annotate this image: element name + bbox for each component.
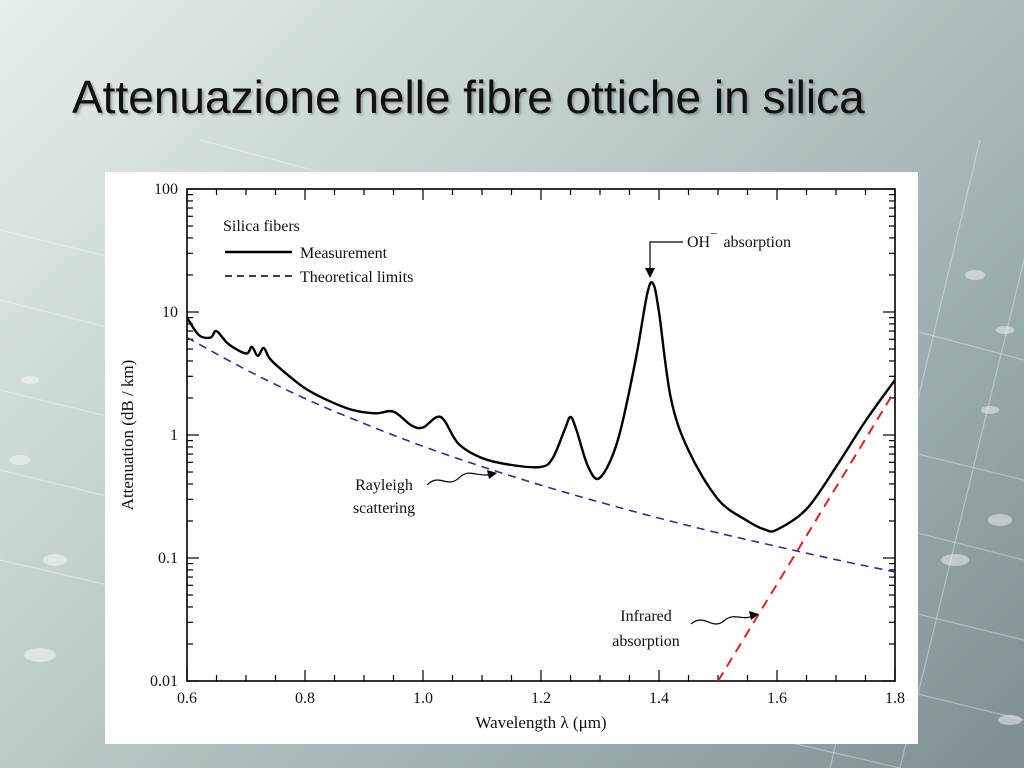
y-tick-label: 1	[170, 427, 178, 444]
x-tick-label: 1.8	[885, 690, 905, 707]
rayleigh-pointer	[426, 472, 494, 486]
y-tick-label: 100	[154, 181, 178, 198]
y-tick-label: 10	[162, 304, 178, 321]
oh-arrow-line	[649, 241, 683, 274]
plot-frame	[186, 188, 896, 682]
measurement-line	[187, 281, 895, 533]
y-tick-label: 0.01	[150, 673, 178, 690]
x-tick-label: 1.4	[649, 690, 669, 707]
y-tick-labels: 0.01 0.1 1 10 100	[150, 181, 178, 690]
chart-svg: 0.6 0.8 1.0 1.2 1.4 1.6 1.8 0.01 0.1 1 10 100 Wave…	[118, 181, 905, 732]
infrared-line	[717, 389, 895, 681]
infrared-pointer	[690, 614, 756, 625]
x-tick-label: 1.6	[767, 690, 787, 707]
infrared-label-line2: absorption	[612, 633, 680, 650]
legend-entry-theoretical: Theoretical limits	[300, 269, 413, 286]
x-tick-label: 0.8	[295, 690, 315, 707]
slide-title: Attenuazione nelle fibre ottiche in sili…	[72, 71, 865, 123]
annotation-rayleigh: Rayleigh scattering	[353, 470, 497, 517]
annotation-oh-label: OH−absorption	[687, 226, 791, 251]
annotation-infrared: Infrared absorption	[612, 608, 759, 650]
infrared-label-line1: Infrared	[620, 608, 672, 625]
rayleigh-label-line2: scattering	[353, 500, 415, 517]
oh-text: OH	[687, 234, 711, 251]
rayleigh-pointer-head	[487, 470, 497, 479]
x-tick-label: 0.6	[177, 690, 197, 707]
legend-title: Silica fibers	[223, 218, 300, 235]
rayleigh-line	[187, 336, 895, 573]
axis-ticks	[186, 188, 896, 682]
oh-arrow-head	[645, 268, 655, 278]
legend-entry-measurement: Measurement	[300, 245, 388, 262]
oh-absorption-text: absorption	[723, 234, 791, 251]
y-tick-label: 0.1	[158, 550, 178, 567]
x-tick-labels: 0.6 0.8 1.0 1.2 1.4 1.6 1.8	[177, 690, 905, 707]
x-axis-label: Wavelength λ (μm)	[475, 713, 606, 732]
annotation-oh: OH−absorption	[645, 226, 791, 278]
rayleigh-label-line1: Rayleigh	[355, 477, 413, 494]
oh-superscript: −	[710, 226, 717, 241]
infrared-pointer-head	[749, 611, 759, 620]
legend: Silica fibers Measurement Theoretical li…	[223, 218, 413, 286]
x-tick-label: 1.0	[413, 690, 433, 707]
x-tick-label: 1.2	[531, 690, 551, 707]
y-axis-label: Attenuation (dB / km)	[118, 360, 137, 511]
attenuation-chart: 0.6 0.8 1.0 1.2 1.4 1.6 1.8 0.01 0.1 1 10 100 Wave…	[105, 172, 918, 744]
series-layer	[187, 281, 895, 681]
